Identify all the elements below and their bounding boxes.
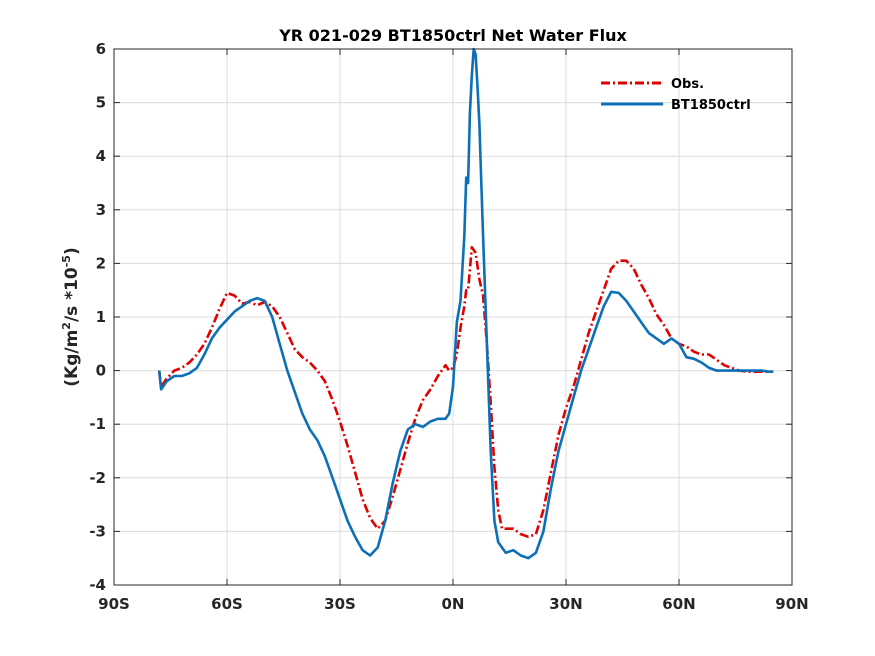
y-tick-label: 1 [96, 308, 106, 326]
x-tick-label: 30S [324, 595, 356, 613]
x-tick-label: 30N [549, 595, 582, 613]
x-tick-label: 90S [98, 595, 130, 613]
y-tick-label: 2 [96, 254, 106, 272]
x-tick-label: 60N [662, 595, 695, 613]
y-tick-label: 5 [96, 94, 106, 112]
y-tick-label: -3 [89, 522, 106, 540]
y-tick-labels: -4 -3 -2 -1 0 1 2 3 4 5 6 [89, 40, 106, 594]
y-tick-label: -4 [89, 576, 106, 594]
series-line-bt1850ctrl [157, 47, 774, 560]
y-tick-label: 3 [96, 201, 106, 219]
x-tick-label: 60S [211, 595, 243, 613]
y-label-sup-2: -5 [60, 255, 73, 267]
y-tick-label: -1 [89, 415, 106, 433]
y-label-part-2: /s *10 [62, 267, 82, 322]
y-tick-label: -2 [89, 469, 106, 487]
x-tick-label: 90N [775, 595, 808, 613]
legend-label-obs: Obs. [671, 77, 704, 92]
y-axis-label: (Kg/m2/s *10-5) [60, 247, 82, 387]
x-tick-labels: 90S 60S 30S 0N 30N 60N 90N [98, 595, 809, 613]
y-label-part-3: ) [62, 247, 82, 255]
y-tick-label: 0 [96, 362, 106, 380]
x-tick-label: 0N [442, 595, 465, 613]
y-tick-label: 4 [96, 147, 106, 165]
series-line-obs [157, 246, 774, 539]
legend-label-bt1850ctrl: BT1850ctrl [671, 98, 751, 113]
chart-title: YR 021-029 BT1850ctrl Net Water Flux [278, 26, 627, 45]
y-tick-label: 6 [96, 40, 106, 58]
y-label-sup-1: 2 [60, 322, 73, 330]
legend: Obs. BT1850ctrl [601, 77, 751, 113]
ticks [113, 48, 793, 586]
series-layer [157, 47, 774, 560]
y-label-part-1: (Kg/m [62, 330, 82, 387]
